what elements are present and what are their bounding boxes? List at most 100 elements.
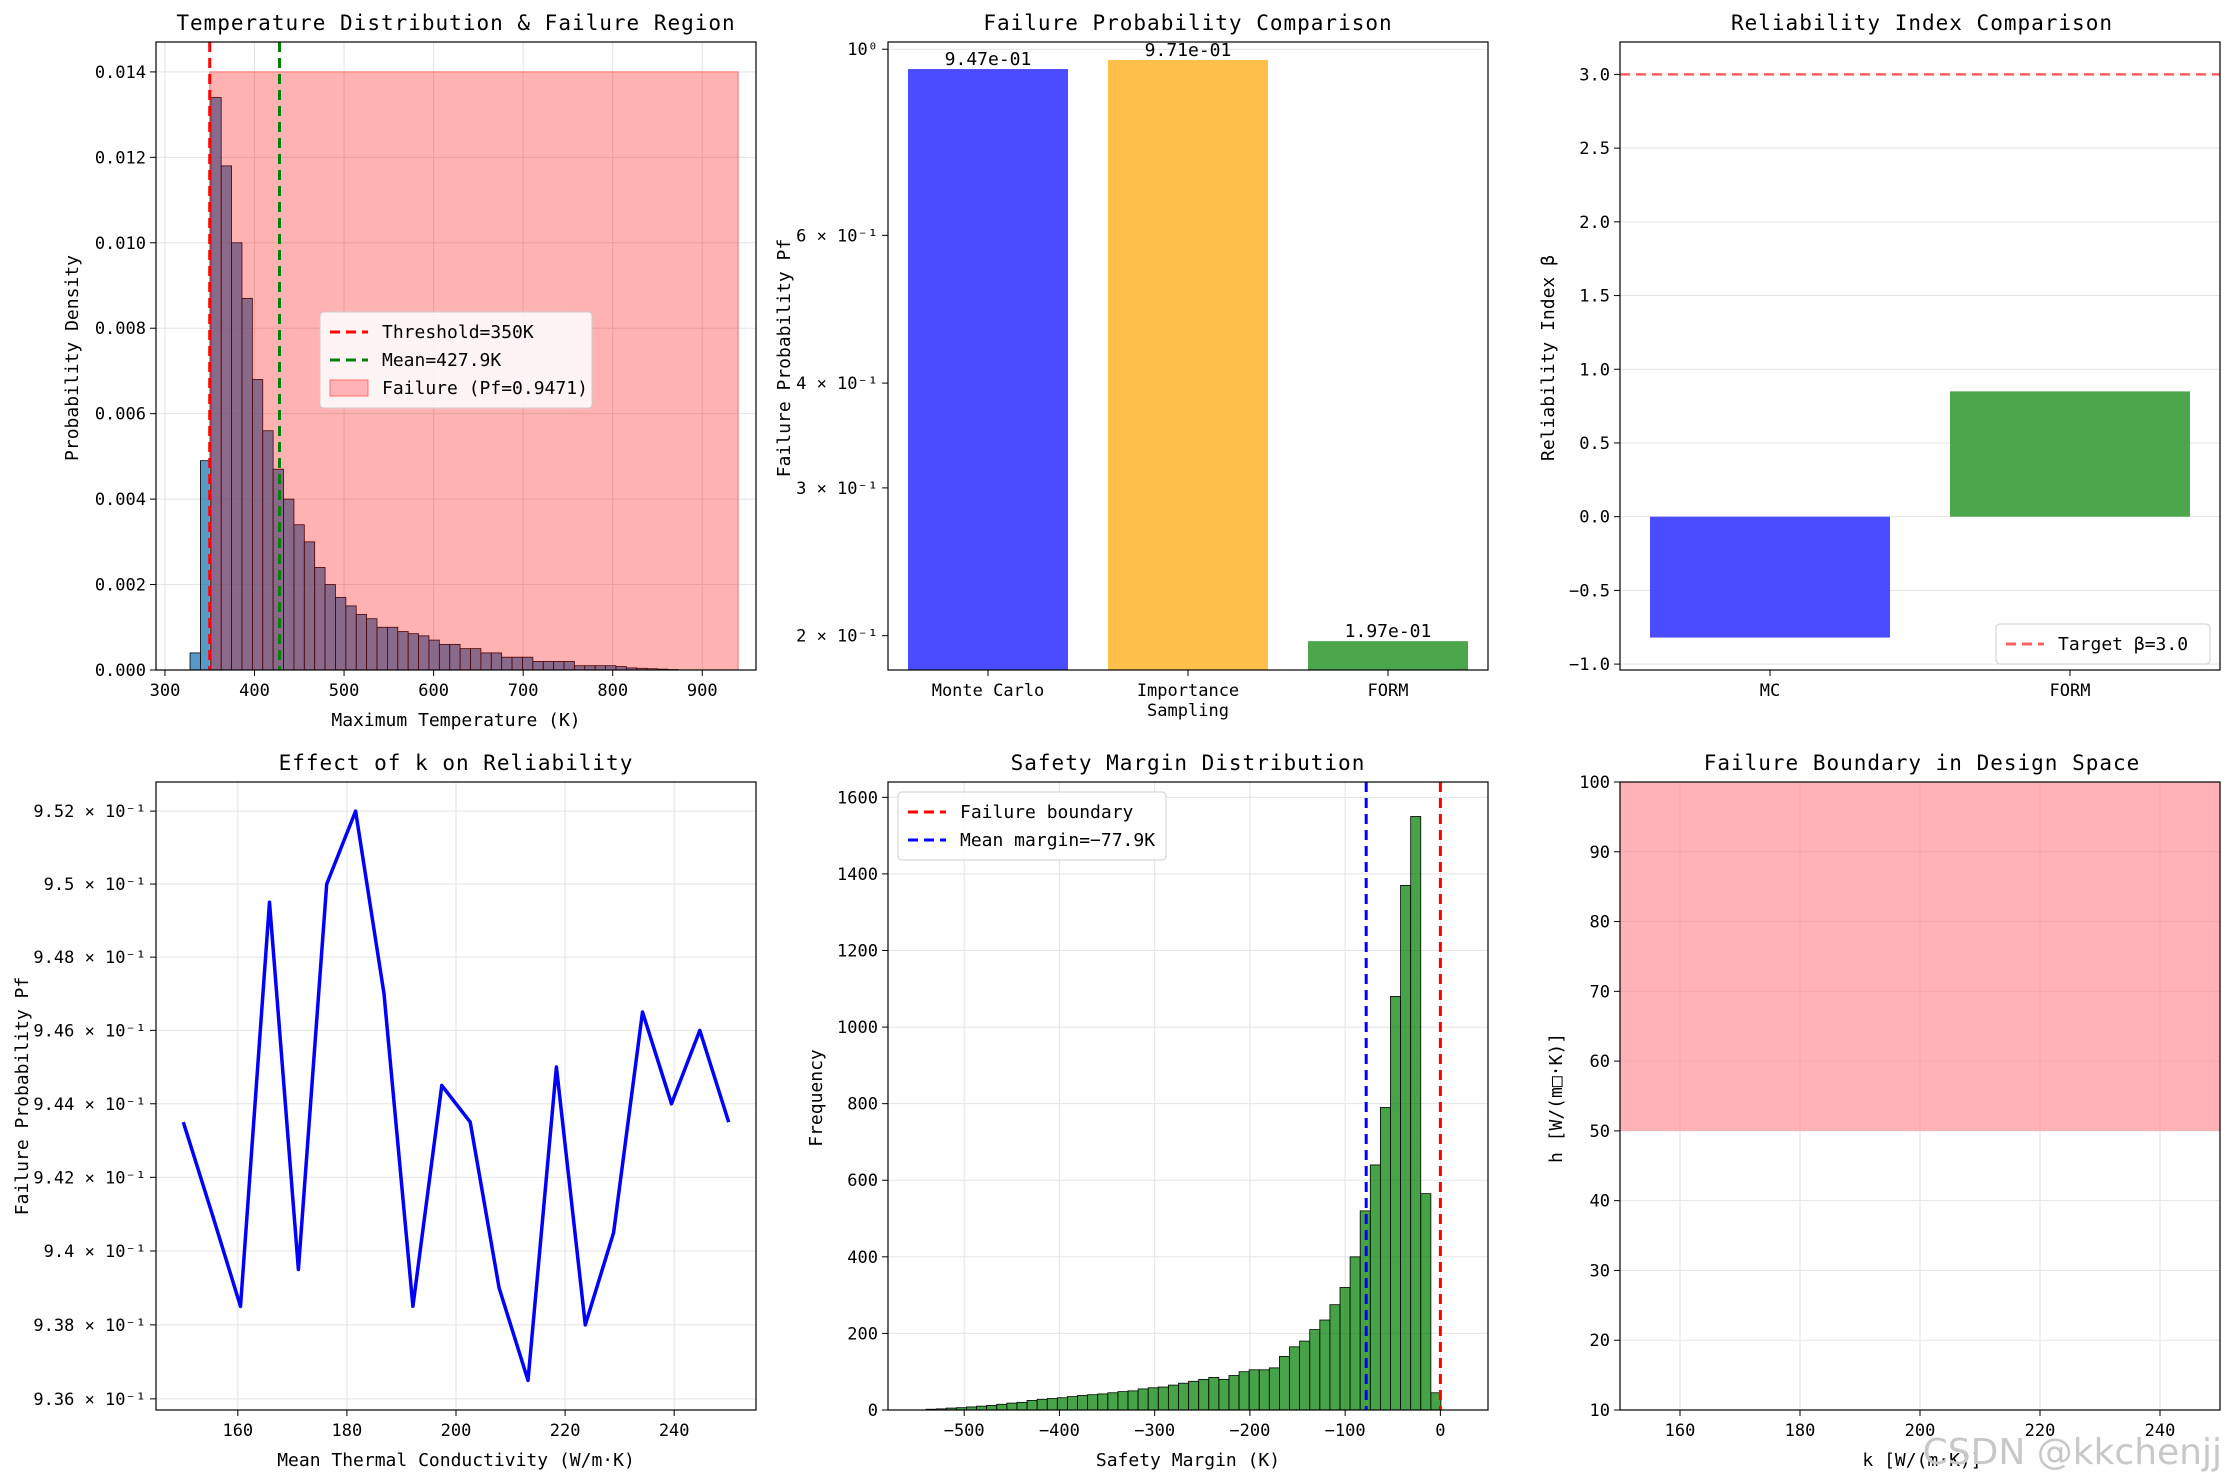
margin-histogram-bar (1279, 1355, 1290, 1411)
pf-bar (908, 69, 1068, 670)
x-tick-label: −300 (1134, 1421, 1175, 1441)
beta-bar (1950, 391, 2190, 517)
y-tick-label: 1.0 (1579, 360, 1610, 380)
y-tick-label: 9.48 × 10⁻¹ (33, 948, 146, 968)
legend-entry: Mean margin=−77.9K (960, 830, 1155, 851)
bar-value-label: 1.97e-01 (1345, 621, 1432, 642)
margin-histogram-bar (1046, 1398, 1058, 1411)
x-tick-label: 200 (441, 1421, 472, 1441)
y-tick-label: 80 (1590, 913, 1610, 933)
margin-histogram-bar (1006, 1402, 1018, 1411)
x-tick-label: −400 (1039, 1421, 1080, 1441)
y-tick-label: 0.004 (95, 490, 146, 510)
margin-histogram-bar (1379, 1107, 1391, 1411)
margin-histogram-bar (1167, 1384, 1179, 1411)
y-tick-label: 0 (868, 1401, 878, 1421)
x-tick-label: Monte Carlo (932, 681, 1045, 701)
y-tick-label: 2 × 10⁻¹ (796, 627, 878, 647)
margin-histogram-bar (1329, 1304, 1341, 1411)
x-axis-label: Maximum Temperature (K) (331, 710, 580, 731)
y-tick-label: 0.0 (1579, 508, 1610, 528)
margin-histogram-bar (1107, 1392, 1119, 1411)
x-tick-label: 600 (418, 681, 449, 701)
margin-histogram-bar (1157, 1386, 1169, 1411)
y-tick-label: 9.4 × 10⁻¹ (44, 1242, 146, 1262)
x-tick-label: MC (1760, 681, 1780, 701)
y-tick-label: −1.0 (1569, 655, 1610, 675)
y-tick-label: 1600 (837, 788, 878, 808)
x-tick-label: 400 (239, 681, 270, 701)
y-tick-label: 90 (1590, 843, 1610, 863)
pf-bar (1308, 641, 1468, 670)
margin-histogram-bar (1349, 1256, 1361, 1411)
x-tick-label: 800 (597, 681, 628, 701)
y-tick-label: 2.0 (1579, 213, 1610, 233)
y-tick-label: 70 (1590, 982, 1610, 1002)
margin-histogram-bar (1420, 1193, 1432, 1411)
y-tick-label: 9.36 × 10⁻¹ (33, 1390, 146, 1410)
margin-histogram-bar (986, 1405, 998, 1411)
y-tick-label: 100 (1579, 773, 1610, 793)
x-tick-label: 0 (1435, 1421, 1445, 1441)
panel-title: Temperature Distribution & Failure Regio… (176, 11, 735, 35)
y-tick-label: 0.010 (95, 234, 146, 254)
legend-entry: Mean=427.9K (382, 350, 501, 371)
x-tick-label: −200 (1229, 1421, 1270, 1441)
margin-histogram-bar (1299, 1340, 1311, 1411)
margin-histogram-bar (1016, 1401, 1028, 1411)
y-tick-label: 10 (1590, 1401, 1610, 1421)
legend-box (319, 311, 593, 409)
y-axis-label: Failure Probability Pf (774, 239, 795, 477)
y-tick-label: 9.42 × 10⁻¹ (33, 1168, 146, 1188)
x-tick-label: −100 (1325, 1421, 1366, 1441)
margin-histogram-bar (1309, 1329, 1321, 1411)
x-tick-label: FORM (1368, 681, 1409, 701)
y-tick-label: 600 (847, 1171, 878, 1191)
panel-failure-boundary-design-space: Failure Boundary in Design Space 10 20 30 4… (1546, 751, 2221, 1471)
margin-histogram-bar (1339, 1287, 1351, 1411)
panel-reliability-index-comparison: Reliability Index Comparison MC FORM −1.0 −… (1538, 11, 2221, 701)
margin-histogram-bar (1036, 1398, 1048, 1411)
y-tick-label: 400 (847, 1248, 878, 1268)
x-tick-label: 220 (2025, 1421, 2056, 1441)
margin-histogram-bar (1258, 1369, 1270, 1411)
margin-histogram-bar (1178, 1382, 1189, 1411)
y-tick-label: 9.38 × 10⁻¹ (33, 1316, 146, 1336)
x-tick-label: 500 (329, 681, 360, 701)
x-tick-label: 180 (1785, 1421, 1816, 1441)
y-tick-label: 0.006 (95, 405, 146, 425)
x-tick-label: 160 (1665, 1421, 1696, 1441)
x-axis-label: Mean Thermal Conductivity (W/m·K) (277, 1450, 635, 1471)
margin-histogram-bar (1077, 1395, 1089, 1411)
x-tick-label: 220 (550, 1421, 581, 1441)
x-tick-label: −500 (944, 1421, 985, 1441)
y-tick-label: 1200 (837, 941, 878, 961)
pf-vs-k-line (181, 809, 731, 1383)
panel-effect-of-k: Effect of k on Reliability 9.52 × 10⁻¹ 9.… (12, 751, 757, 1471)
bar-value-label: 9.47e-01 (945, 49, 1032, 70)
panel-temperature-distribution: Temperature Distribution & Failure Regio… (62, 11, 757, 731)
margin-histogram-bar (1097, 1393, 1109, 1411)
panel-title: Effect of k on Reliability (279, 751, 634, 775)
margin-histogram-bar (1369, 1164, 1381, 1411)
margin-histogram-bar (1056, 1397, 1068, 1411)
x-tick-label: Sampling (1147, 701, 1229, 721)
y-tick-label: 0.000 (95, 661, 146, 681)
margin-histogram-bar (1188, 1380, 1200, 1411)
plot-frame (887, 781, 1489, 1411)
margin-histogram-bar (1087, 1394, 1099, 1411)
y-tick-label: 1.5 (1579, 287, 1610, 307)
plot-frame (887, 41, 1489, 671)
margin-histogram-bar (1147, 1387, 1159, 1411)
beta-bar (1650, 516, 1890, 638)
x-tick-label: 160 (222, 1421, 253, 1441)
margin-histogram-bar (1026, 1400, 1038, 1411)
margin-histogram-bar (1067, 1396, 1078, 1411)
y-tick-label: 4 × 10⁻¹ (796, 374, 878, 394)
margin-histogram-bar (1410, 816, 1422, 1411)
margin-histogram-bar (1390, 996, 1401, 1411)
y-tick-label: 0.008 (95, 319, 146, 339)
x-axis-label: Safety Margin (K) (1096, 1450, 1280, 1471)
y-tick-label: 2.5 (1579, 139, 1610, 159)
